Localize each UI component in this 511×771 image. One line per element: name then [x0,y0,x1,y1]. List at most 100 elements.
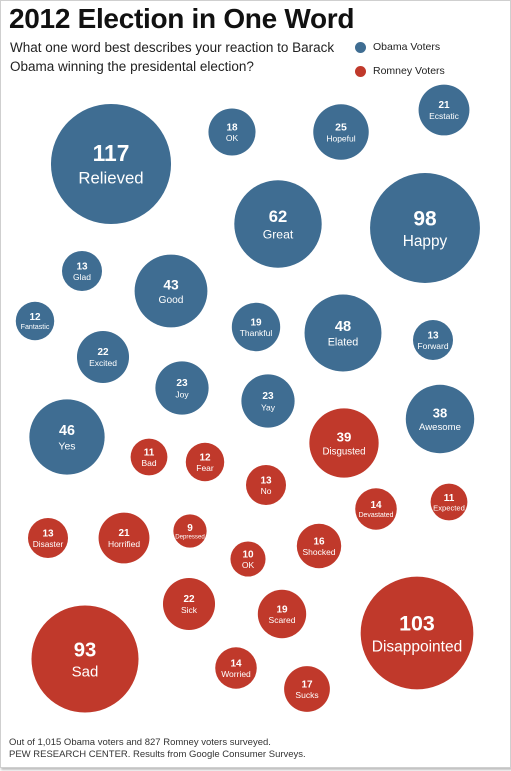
footer-source: PEW RESEARCH CENTER. Results from Google… [9,749,306,760]
legend-swatch-romney [355,65,366,77]
bubble-label-romney-depressed: Depressed [175,534,204,541]
bubble-circle-obama-happy [370,173,480,283]
bubble-label-romney-no: No [261,486,272,496]
bubble-value-romney-no: 13 [260,475,272,486]
bubble-circle-romney-sick [162,577,216,631]
bubble-circle-romney-depressed [173,514,207,548]
bubble-label-romney-ok: OK [242,560,255,570]
bubble-label-obama-happy: Happy [403,233,448,250]
bubble-obama-elated: 48 Elated [304,294,382,372]
bubble-circle-obama-forward [412,319,454,361]
bubble-label-romney-devastated: Devastated [359,512,394,519]
bubble-circle-romney-no [245,464,287,506]
bubble-value-obama-joy: 23 [176,378,188,389]
bubble-circle-obama-great [234,180,322,268]
bubble-obama-awesome: 38 Awesome [405,384,475,454]
bubble-circle-romney-bad [130,438,168,476]
bubble-value-romney-sick: 22 [183,594,195,605]
bubble-value-romney-worried: 14 [230,658,242,669]
bubble-label-romney-disaster: Disaster [33,539,64,549]
bubble-circle-romney-disgusted [309,408,379,478]
bubble-obama-relieved: 117 Relieved [50,103,172,225]
bubble-label-obama-joy: Joy [175,389,189,399]
bubble-label-romney-sucks: Sucks [295,690,318,700]
bubble-circle-romney-disaster [27,517,69,559]
bubble-value-obama-awesome: 38 [433,405,447,420]
bubble-label-romney-disgusted: Disgusted [322,446,365,457]
bubble-circle-romney-sucks [284,666,330,712]
legend-label-obama: Obama Voters [373,41,441,53]
bubble-label-romney-shocked: Shocked [302,547,335,557]
bubble-circle-romney-horrified [98,512,150,564]
bubble-romney-sad: 93 Sad [31,605,139,713]
bubble-label-obama-ok: OK [226,133,239,143]
bubble-value-romney-fear: 12 [199,452,211,463]
bubble-label-romney-fear: Fear [196,463,214,473]
bubble-value-romney-bad: 11 [144,448,155,459]
bubble-circle-obama-glad [61,250,103,292]
bubble-circle-romney-ok [230,541,266,577]
bubble-value-obama-hopeful: 25 [335,121,347,133]
bubble-label-romney-sad: Sad [72,664,99,681]
bubble-value-obama-fantastic: 12 [29,312,41,323]
bubble-circle-obama-yay [241,374,295,428]
bubble-label-obama-relieved: Relieved [78,169,143,188]
bubble-label-obama-elated: Elated [328,337,359,349]
bubble-label-obama-hopeful: Hopeful [326,133,355,143]
legend-swatch-obama [355,41,366,53]
bubble-value-romney-devastated: 14 [370,500,382,511]
legend-item-romney: Romney Voters [355,60,445,82]
bubble-label-obama-yes: Yes [58,440,75,452]
bubble-value-romney-horrified: 21 [118,528,130,539]
bubble-label-romney-bad: Bad [141,458,156,468]
bubble-circle-obama-fantastic [15,301,55,341]
legend-label-romney: Romney Voters [373,65,445,77]
footer: Out of 1,015 Obama voters and 827 Romney… [9,737,306,761]
bubble-obama-happy: 98 Happy [370,173,480,283]
bubble-label-obama-great: Great [263,227,294,241]
bubble-label-obama-yay: Yay [261,402,276,412]
bubble-value-romney-sad: 93 [74,639,97,661]
bubble-circle-romney-expected [430,483,468,521]
bubble-circle-obama-ok [208,108,256,156]
bubble-value-romney-disgusted: 39 [337,429,352,444]
bubble-value-obama-ok: 18 [226,122,238,133]
bubble-circle-obama-yes [29,399,105,475]
bubble-label-obama-thankful: Thankful [240,328,273,338]
bubble-circle-romney-disappointed [360,576,474,690]
bubble-circle-obama-ecstatic [418,84,470,136]
chart-question: What one word best describes your reacti… [10,40,335,74]
legend: Obama Voters Romney Voters [355,36,445,84]
bubble-circle-romney-scared [257,589,307,639]
bubble-circle-romney-devastated [355,488,397,530]
bubble-circle-romney-worried [215,647,257,689]
bubble-obama-good: 43 Good [134,254,208,328]
bubble-circle-obama-thankful [231,302,281,352]
bubble-value-obama-yay: 23 [262,391,274,402]
bubble-value-romney-sucks: 17 [301,679,313,690]
bubble-label-romney-disappointed: Disappointed [372,638,462,655]
bubble-value-obama-elated: 48 [335,319,351,335]
bubble-value-obama-glad: 13 [76,261,88,272]
bubble-circle-obama-good [134,254,208,328]
bubble-circle-obama-joy [155,361,209,415]
bubble-romney-disgusted: 39 Disgusted [309,408,379,478]
bubble-circle-obama-excited [76,330,130,384]
